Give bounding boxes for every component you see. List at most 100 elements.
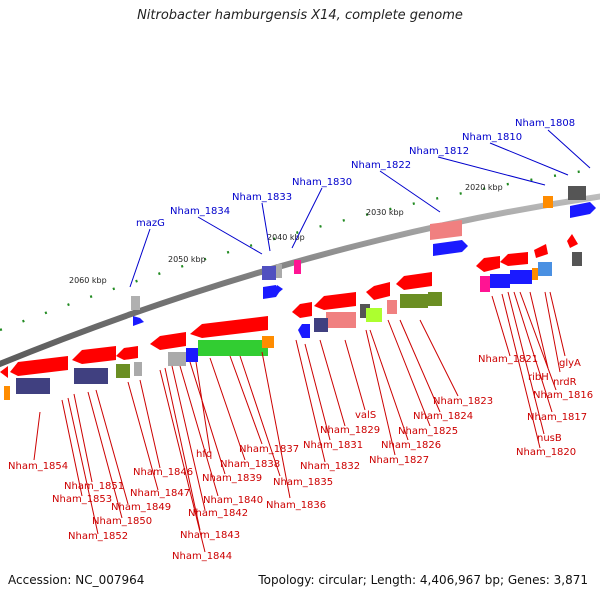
gene-label-bottom: Nham_1849 <box>111 502 171 513</box>
scale-label-2030: 2030 kbp <box>366 208 404 217</box>
gene-arrow <box>72 346 116 364</box>
gene-arrow <box>433 240 468 256</box>
top-leader-lines <box>129 129 591 288</box>
gene-block <box>490 274 510 288</box>
gene-label-bottom: Nham_1826 <box>381 440 441 451</box>
gene-arrow <box>133 316 144 326</box>
gene-label-bottom: Nham_1821 <box>478 354 538 365</box>
gene-label-top: Nham_1822 <box>351 160 411 171</box>
scale-label-2050: 2050 kbp <box>168 255 206 264</box>
gene-block <box>568 186 586 200</box>
reverse-strand-secondary <box>4 252 582 400</box>
gene-block <box>360 304 370 318</box>
gene-label-top: Nham_1830 <box>292 177 352 188</box>
gene-label-bottom: Nham_1844 <box>172 551 232 562</box>
gene-block <box>16 378 50 394</box>
gene-label-bottom: hfq <box>196 449 212 460</box>
gene-label-bottom: nrdR <box>553 377 577 388</box>
scale-arc <box>0 168 591 332</box>
gene-block <box>387 300 397 314</box>
gene-label-bottom: Nham_1825 <box>398 426 458 437</box>
gene-block <box>538 262 552 276</box>
gene-block <box>532 268 538 280</box>
gene-label-bottom: Nham_1839 <box>202 473 262 484</box>
gene-label-bottom: Nham_1817 <box>527 412 587 423</box>
gene-block <box>262 336 274 348</box>
gene-arrow <box>116 346 138 360</box>
gene-label-top: Nham_1810 <box>462 132 522 143</box>
forward-strand-genes <box>131 186 596 326</box>
gene-label-bottom: Nham_1832 <box>300 461 360 472</box>
gene-arrow <box>476 256 500 272</box>
gene-arrow <box>570 202 596 218</box>
gene-label-bottom: Nham_1820 <box>516 447 576 458</box>
gene-block <box>400 294 428 308</box>
scale-label-2040: 2040 kbp <box>267 233 305 242</box>
gene-arrow <box>277 285 283 294</box>
gene-arrow <box>396 272 432 290</box>
gene-block <box>480 276 490 292</box>
gene-block <box>186 348 198 362</box>
gene-arrow <box>0 366 8 378</box>
accession-text: Accession: NC_007964 <box>8 573 145 587</box>
gene-label-top: Nham_1834 <box>170 206 230 217</box>
gene-label-bottom: Nham_1835 <box>273 477 333 488</box>
gene-arrow <box>298 324 310 338</box>
gene-label-bottom: valS <box>355 410 376 421</box>
gene-block <box>116 364 130 378</box>
gene-label-bottom: Nham_1836 <box>266 500 326 511</box>
gene-label-bottom: Nham_1838 <box>220 459 280 470</box>
gene-label-bottom: glyA <box>559 358 581 369</box>
scale-label-2020: 2020 kbp <box>465 183 503 192</box>
gene-block <box>314 318 328 332</box>
gene-block <box>428 292 442 306</box>
gene-label-bottom: Nham_1829 <box>320 425 380 436</box>
gene-block <box>366 308 382 322</box>
gene-arrow <box>534 244 548 258</box>
gene-block <box>134 362 142 376</box>
gene-label-bottom: Nham_1823 <box>433 396 493 407</box>
gene-block <box>276 264 282 278</box>
gene-label-bottom: Nham_1831 <box>303 440 363 451</box>
gene-arrow <box>430 220 462 240</box>
gene-block <box>168 352 186 366</box>
gene-label-bottom: Nham_1854 <box>8 461 68 472</box>
gene-arrow <box>10 356 68 376</box>
gene-label-bottom: Nham_1850 <box>92 516 152 527</box>
gene-label-bottom: Nham_1840 <box>203 495 263 506</box>
gene-block <box>294 260 301 274</box>
gene-block <box>131 296 140 310</box>
reverse-strand-genes <box>0 234 578 378</box>
gene-arrow <box>314 292 356 310</box>
gene-arrow <box>263 285 280 299</box>
gene-arrow <box>500 252 528 266</box>
gene-label-bottom: Nham_1843 <box>180 530 240 541</box>
map-title: Nitrobacter hamburgensis X14, complete g… <box>137 8 463 23</box>
scale-label-2060: 2060 kbp <box>69 276 107 285</box>
gene-label-bottom: Nham_1842 <box>188 508 248 519</box>
gene-block <box>510 270 532 284</box>
gene-label-top: mazG <box>136 218 165 229</box>
gene-label-bottom: Nham_1827 <box>369 455 429 466</box>
gene-label-top: Nham_1812 <box>409 146 469 157</box>
gene-block <box>74 368 108 384</box>
gene-block <box>262 266 276 280</box>
gene-label-top: Nham_1833 <box>232 192 292 203</box>
gene-label-bottom: Nham_1851 <box>64 481 124 492</box>
gene-label-bottom: Nham_1853 <box>52 494 112 505</box>
topology-text: Topology: circular; Length: 4,406,967 bp… <box>258 573 588 587</box>
gene-arrow <box>567 234 578 248</box>
gene-label-bottom: Nham_1837 <box>239 444 299 455</box>
gene-label-bottom: Nham_1816 <box>533 390 593 401</box>
gene-arrow <box>366 282 390 300</box>
gene-block <box>543 196 553 208</box>
gene-label-bottom: Nham_1847 <box>130 488 190 499</box>
gene-label-bottom: ribH <box>528 372 549 383</box>
gene-block <box>198 340 268 356</box>
bottom-leader-lines <box>33 291 566 553</box>
gene-block <box>326 312 356 328</box>
gene-label-bottom: Nham_1852 <box>68 531 128 542</box>
gene-block <box>4 386 10 400</box>
gene-label-bottom: nusB <box>537 433 562 444</box>
